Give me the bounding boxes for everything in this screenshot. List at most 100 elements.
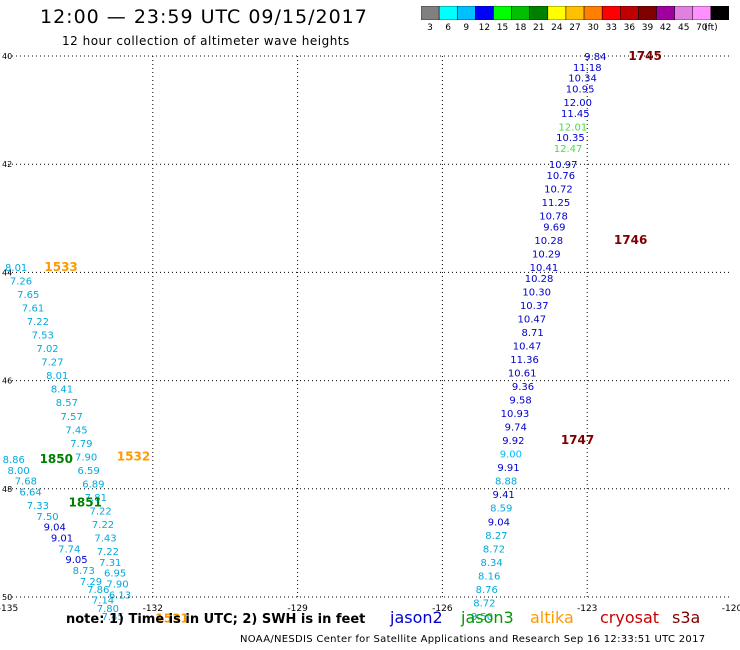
legend-swatch bbox=[674, 6, 694, 20]
legend-value-label: 70 bbox=[696, 23, 708, 33]
legend-value-label: 24 bbox=[551, 23, 563, 33]
legend-swatch bbox=[511, 6, 530, 20]
wave-height-label: 8.50 bbox=[471, 612, 493, 623]
wave-height-label: 7.33 bbox=[27, 501, 49, 512]
legend-swatch bbox=[638, 6, 657, 20]
wave-height-label: 10.37 bbox=[520, 301, 549, 312]
satellite-legend-item: cryosat bbox=[600, 608, 660, 627]
wave-height-label: 7.29 bbox=[80, 577, 102, 588]
wave-height-label: 7.68 bbox=[15, 477, 37, 488]
pass-time-label: 1531 bbox=[155, 612, 188, 626]
legend-swatch bbox=[565, 6, 585, 20]
wave-height-label: 10.30 bbox=[522, 287, 551, 298]
satellite-legend-item: jason3 bbox=[461, 608, 514, 627]
legend-value-label: 30 bbox=[587, 23, 599, 33]
wave-height-label: 7.90 bbox=[75, 452, 97, 463]
legend-value-label: 27 bbox=[569, 23, 581, 33]
legend-value-label: 18 bbox=[514, 23, 527, 33]
wave-height-label: 7.50 bbox=[36, 512, 58, 523]
wave-height-label: 10.95 bbox=[566, 84, 595, 95]
legend-value-label: 45 bbox=[677, 23, 690, 33]
wave-height-label: 9.69 bbox=[543, 222, 565, 233]
satellite-legend-item: jason2 bbox=[390, 608, 443, 627]
legend-value-label: 33 bbox=[605, 23, 617, 33]
legend-swatch bbox=[656, 6, 675, 20]
legend-value-label: 9 bbox=[463, 23, 470, 33]
wave-height-label: 7.22 bbox=[27, 317, 49, 328]
wave-height-label: 8.41 bbox=[51, 385, 73, 396]
wave-height-label: 9.74 bbox=[505, 423, 527, 434]
legend-value-label: 36 bbox=[623, 23, 636, 33]
page-title: 12:00 — 23:59 UTC 09/15/2017 bbox=[40, 6, 368, 28]
pass-time-label: 1746 bbox=[614, 233, 647, 247]
wave-height-label: 10.97 bbox=[549, 160, 578, 171]
legend-value-label: 12 bbox=[478, 23, 491, 33]
y-tick-label: 42 bbox=[2, 160, 12, 169]
wave-height-label: 10.28 bbox=[525, 274, 554, 285]
wave-height-label: 8.34 bbox=[480, 558, 502, 569]
wave-height-label: 7.74 bbox=[58, 544, 80, 555]
legend-value-label: 15 bbox=[496, 23, 509, 33]
x-tick-label: -120 bbox=[722, 604, 740, 614]
wave-height-label: 9.00 bbox=[500, 450, 522, 461]
wave-height-label: 8.27 bbox=[485, 531, 507, 542]
wave-height-label: 10.72 bbox=[544, 185, 573, 196]
y-tick-label: 40 bbox=[2, 52, 12, 61]
wave-height-label: 8.57 bbox=[56, 398, 78, 409]
legend-swatch bbox=[475, 6, 494, 20]
legend-swatch bbox=[620, 6, 639, 20]
wave-height-label: 7.22 bbox=[92, 520, 114, 531]
wave-height-label: 11.36 bbox=[510, 355, 539, 366]
wave-height-label: 8.59 bbox=[490, 504, 512, 515]
wave-height-label: 7.61 bbox=[22, 304, 44, 315]
wave-height-label: 7.22 bbox=[97, 547, 119, 558]
wave-height-label: 11.45 bbox=[561, 109, 590, 120]
y-tick-label: 44 bbox=[2, 268, 12, 277]
legend-value-label: 42 bbox=[659, 23, 672, 33]
footer-credit: NOAA/NESDIS Center for Satellite Applica… bbox=[240, 634, 706, 645]
pass-time-label: 1851 bbox=[69, 495, 102, 509]
wave-height-label: 7.86 bbox=[87, 585, 109, 596]
wave-height-label: 7.02 bbox=[36, 344, 58, 355]
wave-height-label: 8.00 bbox=[7, 466, 29, 477]
wave-height-label: 6.89 bbox=[82, 479, 104, 490]
wave-height-label: 9.84 bbox=[584, 52, 606, 63]
wave-height-label: 7.26 bbox=[10, 277, 32, 288]
legend-swatch bbox=[421, 6, 440, 20]
legend-value-label: 39 bbox=[641, 23, 654, 33]
wave-height-label: 9.91 bbox=[497, 463, 519, 474]
wave-height-label: 8.72 bbox=[473, 598, 495, 609]
pass-time-label: 1533 bbox=[44, 260, 77, 274]
wave-height-label: 8.86 bbox=[3, 455, 25, 466]
legend-swatch bbox=[547, 6, 567, 20]
y-tick-label: 48 bbox=[2, 485, 12, 494]
wave-height-label: 9.92 bbox=[502, 436, 524, 447]
legend-swatch bbox=[710, 6, 729, 20]
wave-height-label: 7.53 bbox=[32, 331, 54, 342]
wave-height-label: 10.34 bbox=[568, 74, 597, 85]
wave-height-label: 9.01 bbox=[51, 533, 73, 544]
y-tick-label: 46 bbox=[2, 377, 12, 386]
wave-height-label: 10.61 bbox=[508, 368, 537, 379]
legend-value-label: 21 bbox=[533, 23, 545, 33]
wave-height-label: 6.95 bbox=[104, 569, 126, 580]
satellite-legend-item: altika bbox=[530, 608, 574, 627]
color-scale-legend bbox=[421, 6, 729, 20]
x-tick-label: -123 bbox=[577, 604, 597, 614]
legend-swatch bbox=[438, 6, 458, 20]
wave-height-label: 10.28 bbox=[534, 236, 563, 247]
wave-height-label: 6.64 bbox=[20, 488, 42, 499]
y-tick-label: 50 bbox=[2, 593, 12, 602]
x-tick-label: -135 bbox=[0, 604, 18, 614]
pass-time-label: 1745 bbox=[628, 49, 661, 63]
wave-height-label: 7.14 bbox=[92, 596, 114, 607]
wave-height-label: 7.80 bbox=[97, 604, 119, 615]
wave-height-label: 7.22 bbox=[90, 506, 112, 517]
wave-height-label: 9.04 bbox=[488, 517, 510, 528]
pass-time-label: 1532 bbox=[117, 449, 150, 463]
wave-height-label: 8.88 bbox=[495, 477, 517, 488]
wave-height-label: 12.47 bbox=[554, 144, 583, 155]
wave-height-label: 7.43 bbox=[94, 533, 116, 544]
pass-time-label: 1747 bbox=[561, 433, 594, 447]
